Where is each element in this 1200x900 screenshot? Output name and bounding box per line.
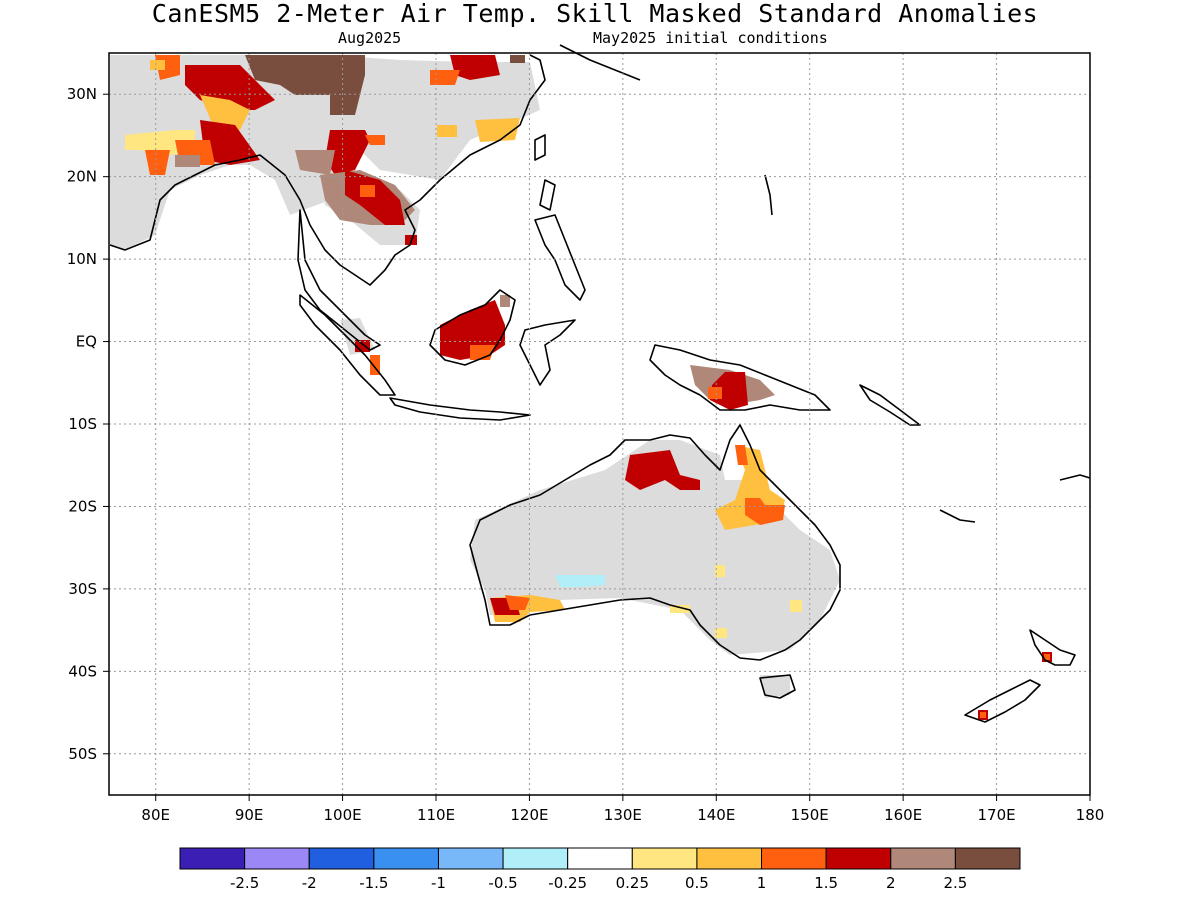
lat-label: 20S — [68, 497, 97, 515]
colorbar-swatch — [890, 847, 956, 870]
colorbar-swatch — [954, 847, 1021, 870]
colorbar-label: -2 — [302, 874, 317, 892]
colorbar-swatch — [567, 847, 633, 870]
lon-label: 90E — [235, 806, 264, 824]
colorbar-label: 0.25 — [616, 874, 649, 892]
lat-label: 40S — [68, 662, 97, 680]
lon-label: 150E — [791, 806, 829, 824]
map-title: CanESM5 2-Meter Air Temp. Skill Masked S… — [151, 0, 1039, 28]
lon-label: 80E — [141, 806, 170, 824]
colorbar — [179, 847, 1021, 870]
colorbar-label: 0.5 — [685, 874, 709, 892]
lon-label: 180 — [1076, 806, 1105, 824]
colorbar-swatch — [825, 847, 892, 870]
colorbar-swatch — [502, 847, 569, 870]
colorbar-swatch — [761, 847, 827, 870]
colorbar-swatch — [244, 847, 310, 870]
lat-label: 20N — [67, 168, 97, 186]
lat-label: 30N — [67, 85, 97, 103]
colorbar-label: 1.5 — [814, 874, 838, 892]
lat-label: 10S — [68, 415, 97, 433]
colorbar-swatch — [373, 847, 439, 870]
lat-label: 10N — [67, 250, 97, 268]
lon-label: 110E — [417, 806, 455, 824]
colorbar-label: -1.5 — [359, 874, 388, 892]
colorbar-swatch — [179, 847, 246, 870]
coastlines — [109, 44, 1091, 723]
anomaly-patches — [125, 55, 1052, 720]
colorbar-label: -1 — [431, 874, 446, 892]
colorbar-swatch — [631, 847, 698, 870]
lat-label: 30S — [68, 580, 97, 598]
colorbar-label: 2.5 — [943, 874, 967, 892]
map-gridlines — [103, 53, 1091, 801]
colorbar-swatch — [437, 847, 504, 870]
map-frame — [108, 52, 1091, 796]
lon-label: 170E — [978, 806, 1016, 824]
lat-label: EQ — [76, 333, 97, 351]
lon-label: 100E — [324, 806, 362, 824]
lon-label: 120E — [510, 806, 548, 824]
colorbar-swatch — [696, 847, 763, 870]
colorbar-label: -0.25 — [548, 874, 587, 892]
lon-label: 160E — [884, 806, 922, 824]
longitude-labels: 80E 90E 100E 110E 120E 130E 140E 150E 160E 170E 18… — [141, 806, 1104, 824]
lon-label: 130E — [604, 806, 642, 824]
colorbar-labels: -2.5 -2 -1.5 -1 -0.5 -0.25 0.25 0.5 1 1.5 2 2.5 — [230, 874, 967, 892]
latitude-labels: 30N 20N 10N EQ 10S 20S 30S 40S 50S — [67, 85, 97, 763]
lon-label: 140E — [697, 806, 735, 824]
init-conditions-label: May2025 initial conditions — [593, 29, 828, 47]
valid-month-label: Aug2025 — [338, 29, 402, 47]
colorbar-label: 2 — [886, 874, 896, 892]
colorbar-swatch — [308, 847, 375, 870]
colorbar-label: -2.5 — [230, 874, 259, 892]
colorbar-label: -0.5 — [488, 874, 517, 892]
colorbar-label: 1 — [757, 874, 767, 892]
lat-label: 50S — [68, 745, 97, 763]
